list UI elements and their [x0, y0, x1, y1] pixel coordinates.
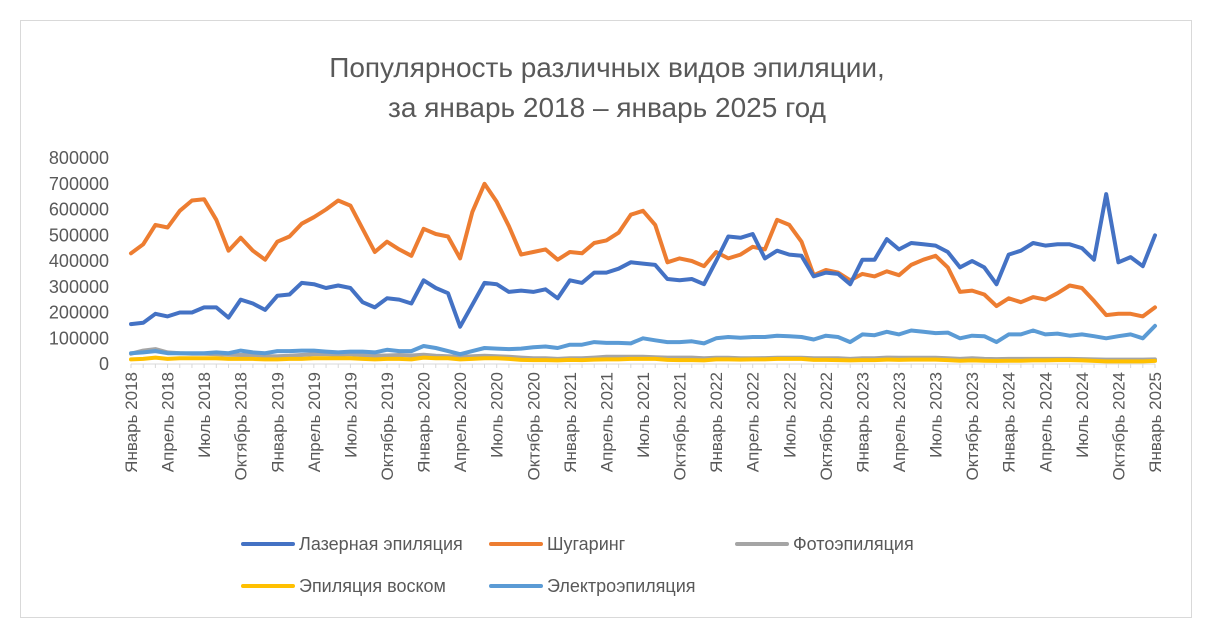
x-tick-label: Январь 2021 — [561, 372, 580, 473]
series-line-0 — [129, 192, 1157, 329]
legend-item: Шугаринг — [489, 534, 626, 554]
chart-frame: Популярность различных видов эпиляции, з… — [20, 20, 1192, 618]
legend-item: Электроэпиляция — [489, 576, 696, 596]
x-tick-label: Январь 2022 — [707, 372, 726, 473]
x-tick-label: Октябрь 2020 — [524, 372, 543, 480]
legend-item: Лазерная эпиляция — [241, 534, 463, 554]
x-tick-label: Октябрь 2022 — [817, 372, 836, 480]
x-tick-label: Октябрь 2021 — [671, 372, 690, 480]
chart-svg: Популярность различных видов эпиляции, з… — [49, 52, 1165, 596]
legend-item: Эпиляция воском — [241, 576, 446, 596]
x-tick-label: Январь 2020 — [415, 372, 434, 473]
x-tick-label: Июль 2020 — [488, 372, 507, 458]
x-tick-label: Октябрь 2024 — [1109, 372, 1128, 480]
y-tick-label: 500000 — [49, 225, 109, 245]
series-lines — [129, 181, 1157, 364]
legend-item: Фотоэпиляция — [735, 534, 914, 554]
y-tick-label: 800000 — [49, 148, 109, 168]
x-tick-label: Июль 2018 — [195, 372, 214, 458]
x-tick-label: Январь 2018 — [122, 372, 141, 473]
x-tick-label: Июль 2024 — [1073, 372, 1092, 458]
x-tick-label: Июль 2019 — [341, 372, 360, 458]
x-tick-label: Январь 2025 — [1146, 372, 1165, 473]
series-line-4 — [129, 323, 1157, 357]
x-tick-label: Июль 2023 — [927, 372, 946, 458]
x-tick-label: Январь 2023 — [853, 372, 872, 473]
chart-title: Популярность различных видов эпиляции, з… — [329, 52, 885, 123]
legend-label: Эпиляция воском — [299, 576, 446, 596]
x-axis-ticks: Январь 2018 Апрель 2018 Июль 2018 Октябрь 2… — [122, 364, 1165, 480]
series-line-1 — [129, 181, 1157, 319]
x-tick-label: Апрель 2018 — [159, 372, 178, 472]
x-tick-label: Октябрь 2019 — [378, 372, 397, 480]
x-tick-label: Апрель 2024 — [1036, 372, 1055, 472]
series-line-3 — [129, 355, 1157, 364]
chart-title-line-2: за январь 2018 – январь 2025 год — [388, 92, 826, 123]
legend: Лазерная эпиляция Шугаринг Фотоэпиляция Эпи… — [241, 534, 914, 596]
y-tick-label: 700000 — [49, 174, 109, 194]
legend-label: Шугаринг — [547, 534, 626, 554]
y-tick-label: 200000 — [49, 303, 109, 323]
x-tick-label: Июль 2021 — [634, 372, 653, 458]
x-tick-label: Январь 2019 — [268, 372, 287, 473]
x-tick-label: Апрель 2021 — [597, 372, 616, 472]
y-tick-label: 300000 — [49, 277, 109, 297]
y-axis-ticks: 0 100000 200000 300000 400000 500000 600000 700… — [49, 148, 109, 374]
chart-title-line-1: Популярность различных видов эпиляции, — [329, 52, 885, 83]
y-tick-label: 0 — [99, 354, 109, 374]
y-tick-label: 600000 — [49, 200, 109, 220]
y-tick-label: 100000 — [49, 328, 109, 348]
x-tick-label: Январь 2024 — [1000, 372, 1019, 473]
x-tick-label: Апрель 2022 — [744, 372, 763, 472]
legend-label: Лазерная эпиляция — [299, 534, 463, 554]
x-tick-label: Апрель 2020 — [451, 372, 470, 472]
x-tick-label: Октябрь 2023 — [963, 372, 982, 480]
x-tick-label: Апрель 2023 — [890, 372, 909, 472]
x-tick-label: Октябрь 2018 — [232, 372, 251, 480]
x-tick-label: Июль 2022 — [780, 372, 799, 458]
legend-label: Фотоэпиляция — [793, 534, 914, 554]
y-tick-label: 400000 — [49, 251, 109, 271]
x-tick-label: Апрель 2019 — [305, 372, 324, 472]
legend-label: Электроэпиляция — [547, 576, 696, 596]
